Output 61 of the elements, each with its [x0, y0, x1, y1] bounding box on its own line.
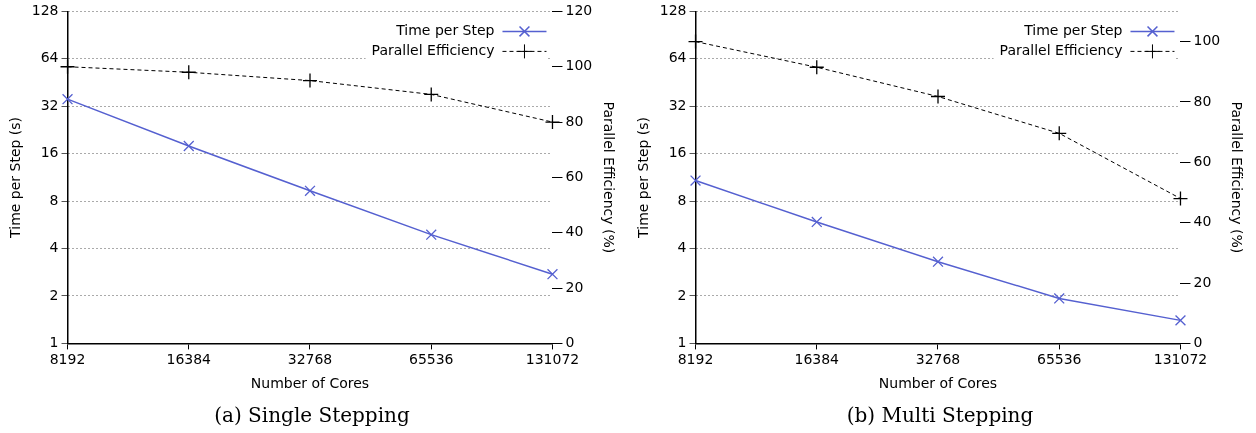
- x-tick-label: 32768: [915, 351, 961, 368]
- point: [304, 185, 316, 197]
- text: (a) Single Stepping: [214, 403, 410, 428]
- y-tick-label: 16: [668, 144, 687, 161]
- legend-label: Parallel Efficiency: [999, 42, 1123, 59]
- y2-axis-title: Parallel Efficiency (%): [1228, 101, 1245, 254]
- y-tick-label: 8: [49, 191, 59, 208]
- y2-tick-label: 100: [1193, 32, 1221, 49]
- x-tick-label: 65536: [408, 351, 454, 368]
- x-tick-label: 32768: [287, 351, 333, 368]
- y-tick-label: 2: [677, 286, 687, 303]
- x-tick-label: 131072: [525, 351, 580, 368]
- y-tick-label: 2: [49, 286, 59, 303]
- y2-tick-label: 80: [1193, 92, 1212, 109]
- y-axis-title: Time per Step (s): [7, 116, 24, 239]
- x-tick-label: 16384: [794, 351, 840, 368]
- y-tick-label: 32: [40, 96, 59, 113]
- point: [183, 140, 195, 152]
- point: [61, 93, 74, 105]
- legend-label: Parallel Efficiency: [371, 42, 495, 59]
- x-tick-label: 16384: [166, 351, 212, 368]
- y-tick-label: 32: [668, 96, 687, 113]
- y-tick-label: 64: [668, 49, 687, 66]
- point: [1053, 292, 1065, 305]
- x-tick-label: 65536: [1036, 351, 1082, 368]
- y2-tick-label: 20: [1193, 273, 1212, 290]
- point: [932, 256, 944, 268]
- legend-label: Time per Step: [1023, 22, 1123, 39]
- point: [425, 229, 437, 241]
- y2-tick-label: 20: [565, 278, 584, 295]
- y2-tick-label: 60: [1193, 152, 1212, 169]
- y2-tick-label: 100: [565, 57, 593, 74]
- y-tick-label: 4: [49, 239, 59, 256]
- y2-tick-label: 60: [565, 168, 584, 185]
- legend-label: Time per Step: [395, 22, 495, 39]
- y2-axis-title: Parallel Efficiency (%): [600, 101, 617, 254]
- y-tick-label: 8: [677, 191, 687, 208]
- y-tick-label: 128: [659, 2, 687, 19]
- point: [546, 268, 559, 280]
- y2-tick-label: 80: [565, 112, 584, 129]
- point: [811, 216, 823, 228]
- x-axis-title: Number of Cores: [878, 375, 998, 392]
- x-tick-label: 131072: [1153, 351, 1208, 368]
- y2-tick-label: 120: [565, 2, 593, 19]
- y-axis-title: Time per Step (s): [635, 116, 652, 239]
- point: [689, 174, 702, 187]
- x-tick-label: 8192: [677, 351, 714, 368]
- y-tick-label: 1: [49, 334, 59, 351]
- text: (b) Multi Stepping: [846, 403, 1034, 428]
- y2-tick-label: 40: [565, 223, 584, 240]
- y-tick-label: 1: [677, 334, 687, 351]
- y2-tick-label: 40: [1193, 213, 1212, 230]
- y-tick-label: 4: [677, 239, 687, 256]
- point: [1174, 314, 1187, 326]
- x-axis-title: Number of Cores: [250, 375, 370, 392]
- y-tick-label: 64: [40, 49, 59, 66]
- y2-tick-label: 0: [1193, 334, 1203, 351]
- y-tick-label: 16: [40, 144, 59, 161]
- x-tick-label: 8192: [49, 351, 86, 368]
- y-tick-label: 128: [31, 2, 59, 19]
- y2-tick-label: 0: [565, 334, 575, 351]
